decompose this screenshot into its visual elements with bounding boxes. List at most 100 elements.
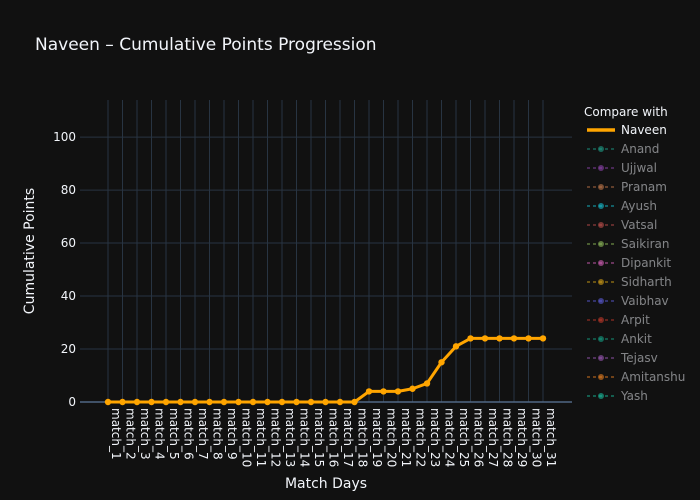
x-tick-label: match_18 <box>356 408 370 467</box>
x-tick-label: match_25 <box>457 408 471 467</box>
x-tick-label: match_24 <box>443 408 457 467</box>
data-point[interactable] <box>307 398 315 406</box>
data-point[interactable] <box>409 385 416 392</box>
data-point[interactable] <box>539 335 547 342</box>
legend-label: Naveen <box>621 123 667 137</box>
legend-marker <box>598 279 604 285</box>
x-tick-label: match_26 <box>472 408 486 467</box>
legend[interactable]: Compare with Naveen Anand Ujjwal Pranam Ayus… <box>584 105 685 403</box>
data-point[interactable] <box>220 398 228 406</box>
data-point[interactable] <box>162 398 170 406</box>
legend-item-sidharth[interactable]: Sidharth <box>587 275 672 289</box>
data-point[interactable] <box>467 335 474 342</box>
y-axis-title: Cumulative Points <box>22 188 38 314</box>
x-tick-label: match_9 <box>225 408 239 460</box>
data-point[interactable] <box>351 398 358 406</box>
data-point[interactable] <box>177 398 184 406</box>
data-point[interactable] <box>322 398 329 406</box>
legend-marker <box>598 393 604 399</box>
data-point[interactable] <box>104 398 112 406</box>
legend-label: Anand <box>621 142 659 156</box>
legend-label: Ayush <box>621 199 657 213</box>
legend-item-ayush[interactable]: Ayush <box>587 199 657 213</box>
legend-marker <box>598 355 604 361</box>
legend-item-naveen[interactable]: Naveen <box>587 123 667 137</box>
data-point[interactable] <box>438 359 445 366</box>
legend-item-vatsal[interactable]: Vatsal <box>587 218 657 232</box>
data-point[interactable] <box>206 398 213 406</box>
x-tick-label: match_8 <box>211 408 225 460</box>
x-tick-label: match_23 <box>428 408 442 467</box>
y-tick-label: 40 <box>61 289 76 303</box>
x-tick-label: match_5 <box>167 408 181 460</box>
x-tick-label: match_12 <box>269 408 283 467</box>
x-tick-label: match_22 <box>414 408 428 467</box>
legend-item-ankit[interactable]: Ankit <box>587 332 652 346</box>
legend-item-vaibhav[interactable]: Vaibhav <box>587 294 669 308</box>
data-point[interactable] <box>394 388 402 395</box>
data-point[interactable] <box>235 398 242 406</box>
legend-title: Compare with <box>584 105 668 119</box>
legend-label: Ankit <box>621 332 652 346</box>
legend-marker <box>598 374 604 380</box>
data-point[interactable] <box>148 398 155 406</box>
x-tick-label: match_7 <box>196 408 210 460</box>
legend-item-amitanshu[interactable]: Amitanshu <box>587 370 685 384</box>
x-tick-label: match_1 <box>109 408 123 460</box>
x-tick-label: match_10 <box>240 408 254 467</box>
data-point[interactable] <box>293 398 300 406</box>
legend-item-anand[interactable]: Anand <box>587 142 659 156</box>
x-tick-label: match_11 <box>254 408 268 467</box>
x-tick-label: match_6 <box>182 408 196 460</box>
legend-label: Dipankit <box>621 256 671 270</box>
legend-item-ujjwal[interactable]: Ujjwal <box>587 161 657 175</box>
legend-label: Amitanshu <box>621 370 685 384</box>
legend-marker <box>598 184 604 190</box>
x-axis-title: Match Days <box>285 476 367 492</box>
axes: 0 20 40 60 80 100 match_1 match_2 match_3 match_4… <box>53 130 558 467</box>
data-point[interactable] <box>278 398 286 406</box>
data-point[interactable] <box>365 388 373 395</box>
x-tick-label: match_3 <box>138 408 152 460</box>
data-point[interactable] <box>133 398 141 406</box>
legend-marker <box>598 165 604 171</box>
legend-item-dipankit[interactable]: Dipankit <box>587 256 671 270</box>
data-point[interactable] <box>191 398 199 406</box>
legend-item-tejasv[interactable]: Tejasv <box>587 351 658 365</box>
x-tick-label: match_17 <box>341 408 355 467</box>
legend-label: Tejasv <box>620 351 658 365</box>
data-point[interactable] <box>380 388 387 395</box>
legend-item-pranam[interactable]: Pranam <box>587 180 667 194</box>
legend-marker <box>598 222 604 228</box>
legend-label: Ujjwal <box>621 161 657 175</box>
legend-item-yash[interactable]: Yash <box>587 389 648 403</box>
data-point[interactable] <box>249 398 257 406</box>
data-point[interactable] <box>525 335 532 342</box>
data-point[interactable] <box>481 335 489 342</box>
x-tick-label: match_21 <box>399 408 413 467</box>
data-point[interactable] <box>264 398 271 406</box>
y-tick-label: 0 <box>68 395 76 409</box>
x-tick-label: match_13 <box>283 408 297 467</box>
data-point[interactable] <box>119 398 126 406</box>
legend-marker <box>598 336 604 342</box>
legend-label: Vatsal <box>621 218 657 232</box>
data-point[interactable] <box>452 343 460 350</box>
x-tick-label: match_28 <box>501 408 515 467</box>
x-tick-label: match_31 <box>544 408 558 467</box>
data-point[interactable] <box>496 335 503 342</box>
y-tick-label: 20 <box>61 342 76 356</box>
x-tick-label: match_16 <box>327 408 341 467</box>
y-tick-label: 60 <box>61 236 76 250</box>
data-point[interactable] <box>423 380 431 387</box>
x-tick-label: match_30 <box>530 408 544 467</box>
x-tick-label: match_4 <box>153 408 167 460</box>
legend-label: Arpit <box>621 313 650 327</box>
data-point[interactable] <box>336 398 344 406</box>
legend-item-saikiran[interactable]: Saikiran <box>587 237 669 251</box>
y-tick-label: 100 <box>53 130 76 144</box>
data-point[interactable] <box>510 335 518 342</box>
legend-item-arpit[interactable]: Arpit <box>587 313 650 327</box>
